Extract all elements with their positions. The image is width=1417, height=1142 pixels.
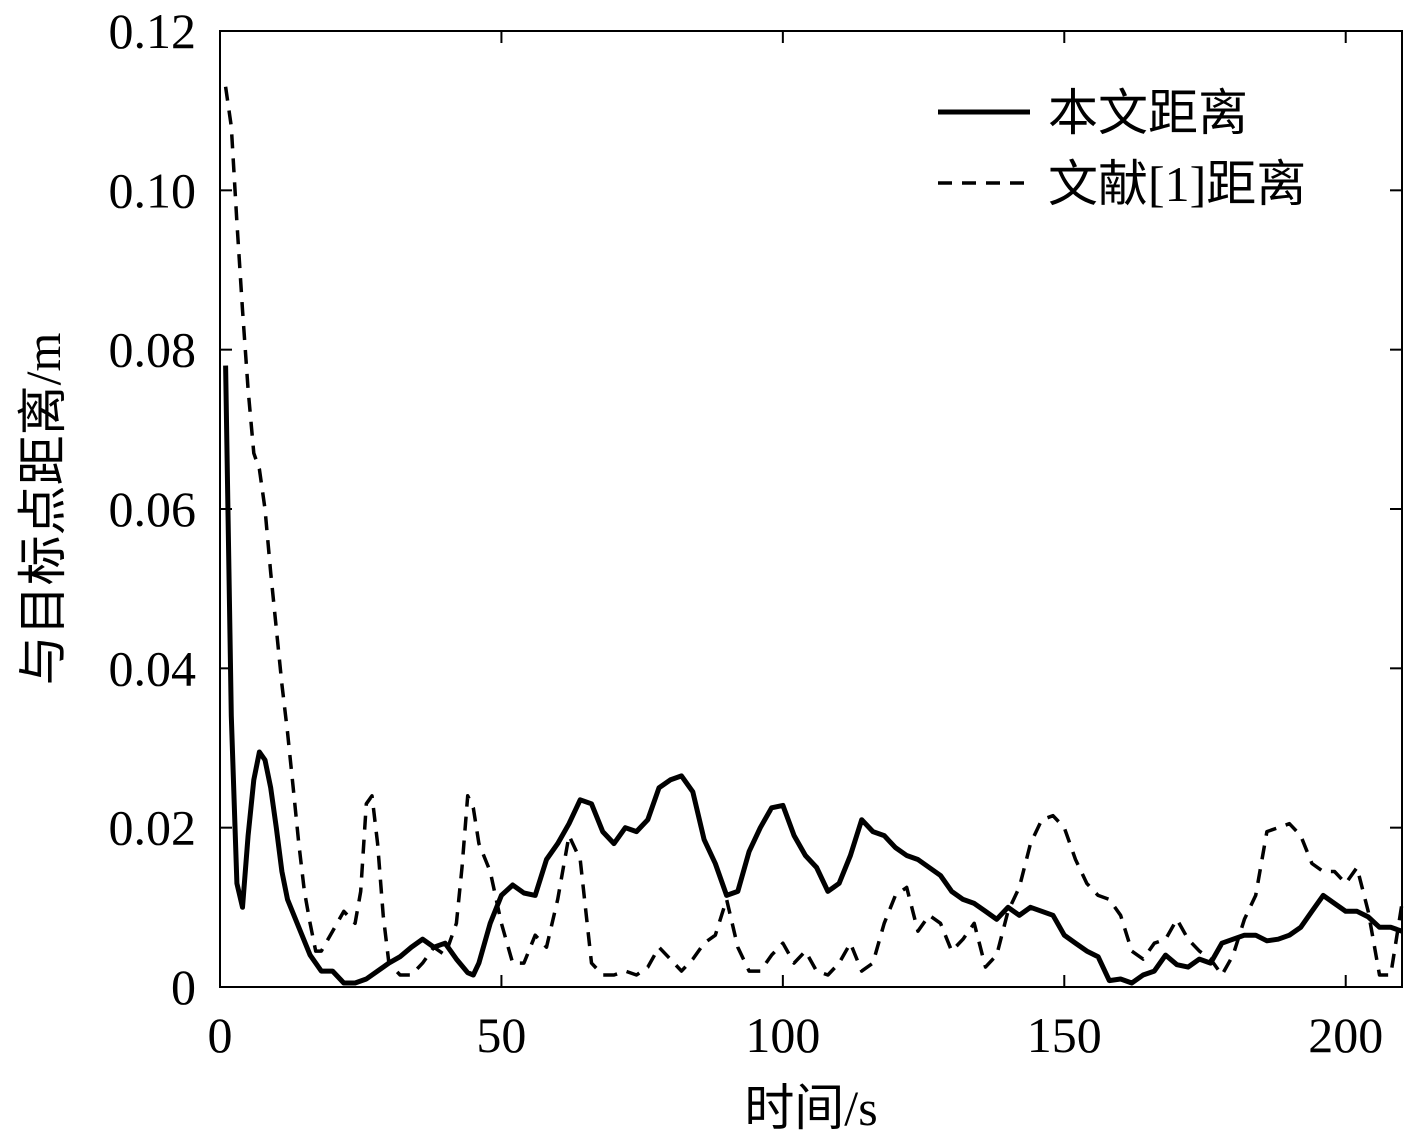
- x-tick-label: 0: [208, 1007, 233, 1063]
- x-tick-label: 50: [476, 1007, 526, 1063]
- x-tick-label: 150: [1027, 1007, 1102, 1063]
- y-tick-label: 0.04: [109, 640, 197, 696]
- y-tick-label: 0.06: [109, 481, 197, 537]
- series-line-2: [223, 86, 1404, 977]
- axis-ticks: [219, 30, 1402, 988]
- legend-label-series-2: 文献[1]距离: [1048, 156, 1306, 212]
- legend-label-series-1: 本文距离: [1048, 85, 1248, 141]
- y-tick-label: 0.12: [109, 3, 197, 59]
- y-tick-label: 0: [171, 959, 196, 1015]
- y-tick-label: 0.02: [109, 800, 197, 856]
- y-axis-title: 与目标点距离/m: [15, 333, 71, 686]
- y-tick-label: 0.08: [109, 322, 197, 378]
- x-axis-title: 时间/s: [744, 1080, 877, 1136]
- series-layer: [223, 86, 1404, 986]
- legend: 本文距离 文献[1]距离: [938, 85, 1306, 212]
- series-line-1: [223, 365, 1403, 986]
- y-tick-label: 0.10: [109, 162, 197, 218]
- x-tick-label: 200: [1308, 1007, 1383, 1063]
- axis-tick-labels: 0 50 100 150 200 0 0.02 0.04 0.06 0.08 0.10 0.12: [109, 3, 1384, 1063]
- x-tick-label: 100: [745, 1007, 820, 1063]
